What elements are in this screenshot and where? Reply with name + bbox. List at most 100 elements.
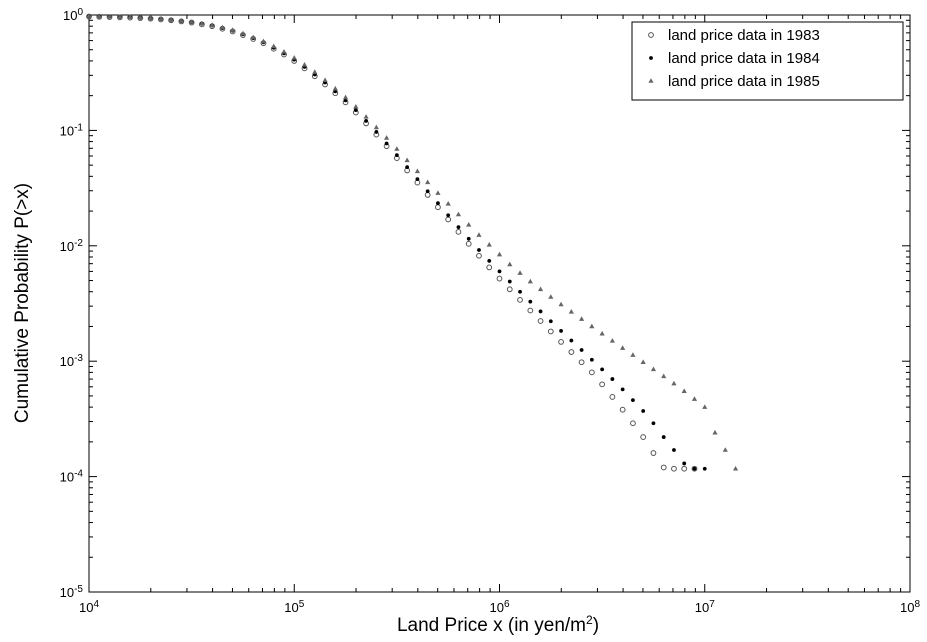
data-point — [558, 301, 564, 307]
data-point — [343, 98, 348, 103]
data-point — [250, 34, 256, 40]
legend-label: land price data in 1984 — [668, 50, 820, 67]
data-point — [281, 48, 287, 54]
data-point — [640, 434, 647, 440]
data-point — [650, 366, 657, 372]
data-point — [455, 228, 462, 235]
data-point — [682, 461, 687, 466]
data-points — [86, 13, 739, 472]
legend-label: land price data in 1985 — [668, 73, 820, 90]
data-point — [496, 251, 503, 257]
x-tick-label: 107 — [695, 599, 715, 616]
data-point — [106, 13, 113, 19]
data-point — [291, 55, 297, 60]
data-point — [466, 222, 472, 227]
y-tick-label: 100 — [63, 7, 83, 24]
data-point — [579, 316, 585, 321]
data-point — [671, 380, 677, 386]
data-point — [619, 406, 626, 413]
data-point — [425, 179, 431, 185]
data-point — [527, 278, 533, 284]
x-tick-label: 108 — [900, 599, 920, 616]
data-point — [537, 318, 544, 324]
data-point — [301, 62, 308, 67]
data-point — [332, 85, 338, 91]
data-point — [517, 296, 523, 303]
legend-marker — [648, 32, 654, 38]
data-point — [609, 338, 615, 343]
data-point — [631, 398, 635, 403]
data-point — [404, 157, 410, 163]
data-point — [199, 20, 205, 26]
data-point — [271, 43, 277, 49]
data-point — [445, 216, 452, 223]
data-point — [640, 359, 646, 365]
data-point — [538, 309, 543, 314]
data-point — [600, 367, 605, 372]
data-point — [578, 359, 585, 366]
data-point — [394, 146, 400, 151]
x-axis-label: Land Price x (in yen/m2) — [397, 613, 599, 636]
data-point — [620, 387, 625, 392]
data-point — [405, 165, 410, 170]
data-point — [589, 323, 595, 329]
data-point — [661, 435, 666, 439]
data-point — [466, 236, 471, 241]
data-point — [506, 286, 513, 293]
data-point — [537, 286, 544, 292]
data-point — [691, 465, 698, 472]
data-point — [496, 275, 503, 282]
data-point — [610, 377, 615, 381]
legend-entry: land price data in 1985 — [648, 73, 820, 90]
data-point — [722, 447, 728, 452]
x-tick-label: 104 — [79, 599, 99, 616]
data-point — [589, 357, 594, 362]
data-point — [374, 130, 379, 134]
data-point — [353, 104, 359, 109]
x-tick-label: 105 — [284, 599, 304, 616]
data-point — [641, 409, 646, 413]
data-point — [445, 201, 451, 206]
data-point — [96, 13, 102, 19]
data-point — [158, 16, 164, 21]
legend-label: land price data in 1983 — [668, 27, 820, 44]
data-point — [528, 299, 533, 304]
data-point — [373, 124, 379, 130]
data-point — [691, 396, 698, 401]
legend: land price data in 1983 land price data i… — [631, 21, 904, 101]
data-point — [446, 213, 451, 218]
data-point — [486, 264, 493, 271]
data-point — [599, 330, 605, 336]
data-point — [414, 168, 420, 174]
data-point — [486, 242, 492, 247]
data-point — [732, 465, 739, 471]
legend-marker — [649, 56, 653, 60]
data-point — [497, 269, 502, 274]
series-1983 — [86, 13, 698, 472]
data-point — [692, 466, 697, 471]
data-point — [424, 192, 431, 198]
data-point — [219, 24, 226, 30]
data-point — [230, 27, 236, 32]
data-point — [322, 77, 328, 83]
data-point — [559, 329, 563, 333]
data-point — [712, 429, 718, 435]
data-point — [363, 114, 369, 119]
y-tick-label: 10-3 — [60, 353, 84, 370]
data-point — [455, 211, 462, 217]
data-point — [660, 464, 667, 471]
data-point — [127, 14, 133, 19]
data-point — [547, 328, 554, 335]
data-point — [681, 388, 687, 393]
data-point — [548, 319, 553, 324]
data-point — [651, 421, 656, 426]
data-point — [476, 252, 482, 259]
data-point — [518, 289, 522, 294]
data-point — [209, 22, 215, 28]
data-point — [548, 294, 554, 299]
data-point — [394, 153, 399, 158]
data-point — [189, 19, 195, 24]
data-point — [630, 352, 636, 357]
x-axis-label-end: ) — [593, 615, 599, 636]
